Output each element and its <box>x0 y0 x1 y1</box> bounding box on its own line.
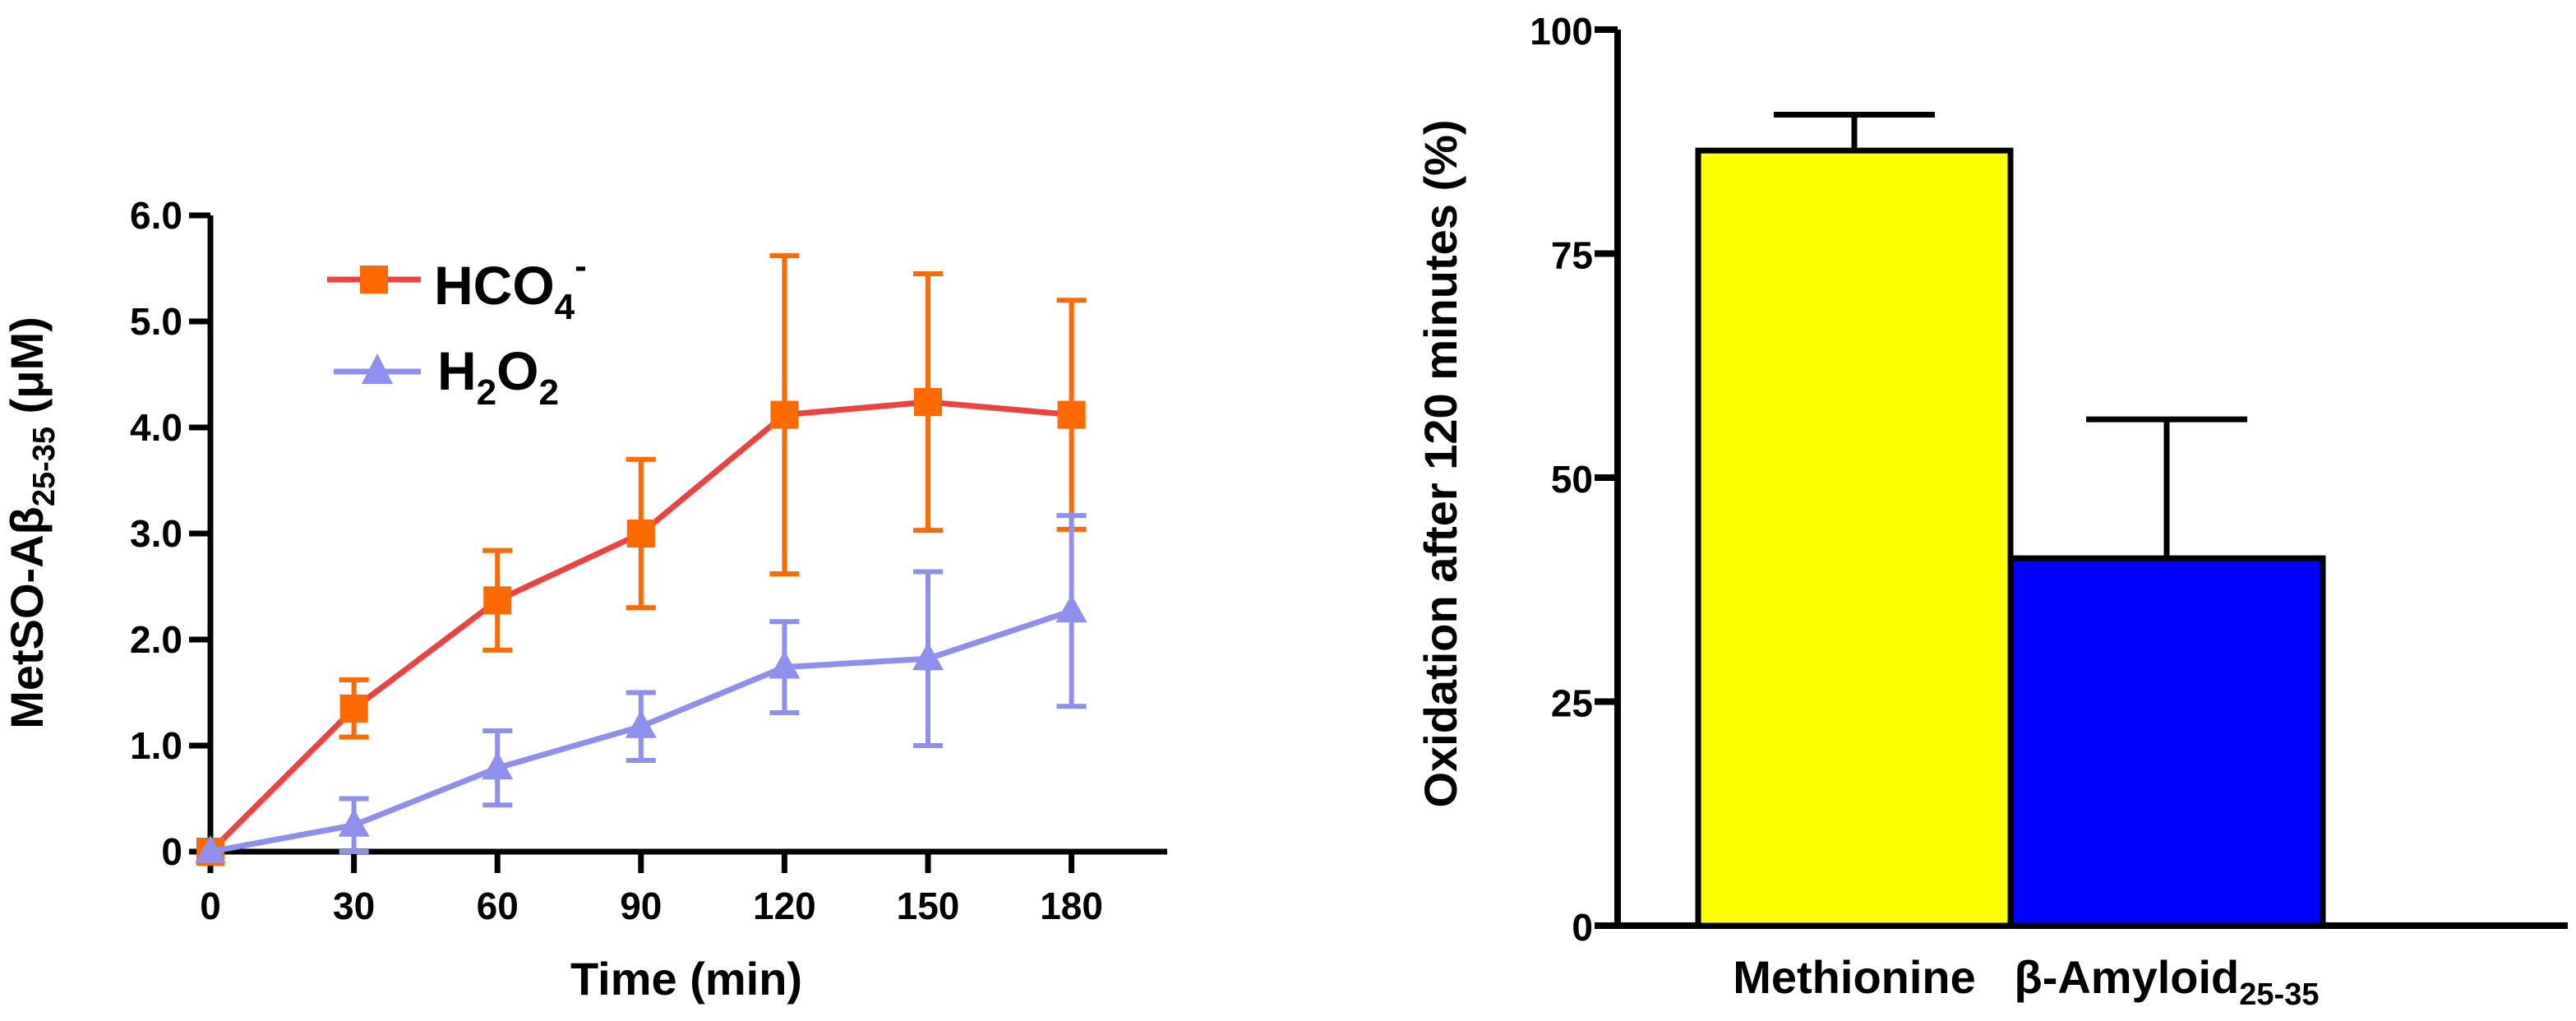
bar-category-label-sub: 25-35 <box>2239 977 2319 1012</box>
line-chart-series <box>195 253 1087 866</box>
bar-chart-y-tick-label: 75 <box>1551 234 1593 277</box>
legend-label-h2o2-p3: O <box>496 340 538 401</box>
legend-label-hco4: HCO4- <box>434 246 587 327</box>
legend-label-h2o2-p1: H <box>437 340 477 401</box>
bar-category-label-main: β-Amyloid <box>2015 951 2240 1003</box>
legend-marker-hco4 <box>360 266 388 293</box>
legend-label-hco4-sub: 4 <box>555 287 575 327</box>
series-1-point <box>1055 594 1087 623</box>
bar-category-label-main: Methionine <box>1733 951 1976 1003</box>
bar-chart-y-tick-label: 100 <box>1530 10 1593 53</box>
bar-1 <box>2007 555 2326 929</box>
bar-category-label-1: β-Amyloid25-35 <box>2015 951 2320 1012</box>
line-chart-x-tick-label: 60 <box>477 885 519 927</box>
bar-chart-y-tick-label: 25 <box>1551 682 1593 725</box>
series-0-point <box>770 400 799 429</box>
line-chart-axes: 0 1.0 2.0 3.0 4.0 5.0 6.0 0 30 60 90 120 150 180 <box>130 194 1167 927</box>
line-chart-x-tick-label: 0 <box>200 885 221 927</box>
series-1-point <box>769 650 801 679</box>
line-chart-y-axis-title-main: MetSO-Aβ <box>1 506 53 729</box>
line-chart-y-tick-label: 0 <box>161 830 182 873</box>
line-chart-y-axis-title-unit: (μM) <box>1 316 53 427</box>
legend-label-h2o2: H2O2 <box>437 340 559 413</box>
legend-label-h2o2-p4: 2 <box>539 372 559 413</box>
legend-marker-h2o2 <box>362 353 393 384</box>
line-chart-x-tick-label: 120 <box>753 885 816 927</box>
line-chart-y-axis-title-sub: 25-35 <box>27 427 62 506</box>
line-chart-y-tick-label: 2.0 <box>130 618 182 661</box>
line-chart-y-tick-label: 6.0 <box>130 194 182 237</box>
bar-chart: Oxidation after 120 minutes (%) 0 25 50 75 1… <box>1415 10 2568 1012</box>
series-0-point <box>626 520 655 547</box>
series-0-point <box>914 388 942 417</box>
line-chart-x-tick-label: 180 <box>1040 885 1103 927</box>
legend-label-hco4-sup: - <box>575 246 587 286</box>
line-chart-y-tick-label: 3.0 <box>130 512 182 555</box>
series-1-point <box>338 808 370 837</box>
series-0-point <box>483 586 512 615</box>
line-chart-y-tick-label: 5.0 <box>130 300 182 343</box>
series-1-point <box>482 751 514 780</box>
series-0-point <box>1057 400 1086 429</box>
line-chart-legend: HCO4- H2O2 <box>327 246 587 413</box>
line-chart-x-tick-label: 90 <box>620 885 662 927</box>
line-chart: MetSO-Aβ25-35 (μM) Time (min) 0 1.0 2.0 3.0… <box>1 194 1167 1005</box>
bar-chart-bars <box>1695 112 2326 929</box>
bar-0 <box>1695 147 2014 929</box>
line-chart-x-axis-title: Time (min) <box>570 953 802 1005</box>
bar-category-label-0: Methionine <box>1733 951 1976 1003</box>
bar-chart-y-axis-title: Oxidation after 120 minutes (%) <box>1415 119 1466 807</box>
legend-label-h2o2-p2: 2 <box>477 372 496 413</box>
line-chart-y-tick-label: 4.0 <box>130 406 182 449</box>
series-1-point <box>625 709 657 738</box>
line-chart-y-axis-title: MetSO-Aβ25-35 (μM) <box>1 316 62 729</box>
line-chart-x-tick-label: 150 <box>897 885 960 927</box>
bar-chart-y-tick-label: 50 <box>1551 458 1593 501</box>
series-1-point <box>912 642 944 671</box>
series-0-point <box>339 694 368 723</box>
series-1-point <box>195 835 226 863</box>
line-chart-y-tick-label: 1.0 <box>130 724 182 767</box>
line-chart-x-tick-label: 30 <box>333 885 375 927</box>
legend-label-hco4-base: HCO <box>434 255 555 316</box>
bar-chart-categories: Methionine β-Amyloid25-35 <box>1733 951 2319 1012</box>
bar-chart-y-tick-label: 0 <box>1572 906 1593 949</box>
